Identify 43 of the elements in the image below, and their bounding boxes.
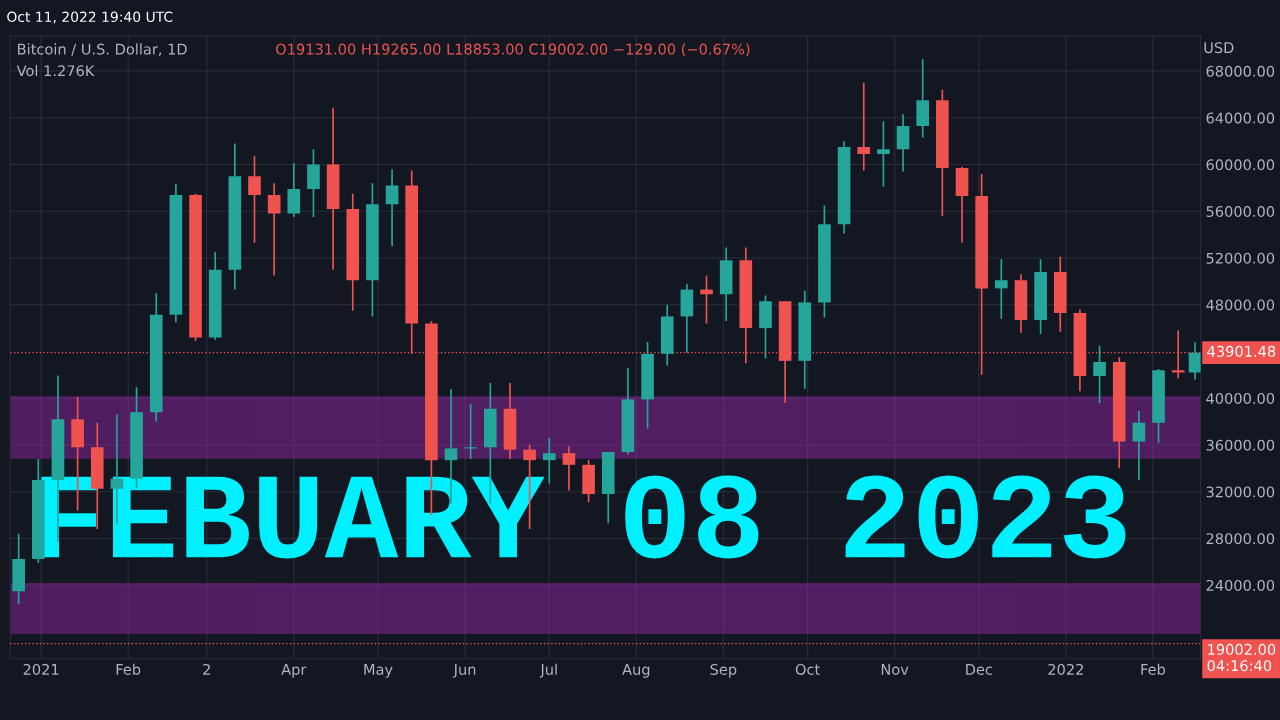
candlestick	[994, 258, 1008, 320]
y-tick-label: 48000.00	[1206, 299, 1275, 311]
y-tick-label: 28000.00	[1206, 533, 1275, 545]
ref-line-label: 19002.00 04:16:40	[1207, 643, 1276, 672]
candlestick	[877, 120, 890, 188]
annotation: O19131.00 H19265.00 L18853.00 C19002.00 −129.00 (−0.67%)	[276, 43, 750, 57]
y-tick-label: 64000.00	[1206, 112, 1275, 124]
x-tick-label: Jun	[452, 664, 476, 678]
chart-title: Bitcoin / U.S. Dollar, 1D	[18, 43, 187, 57]
candlestick	[1093, 344, 1106, 404]
x-tick-label: Aug	[622, 664, 650, 678]
y-tick-label: 52000.00	[1206, 252, 1275, 264]
y-tick-label: 32000.00	[1206, 486, 1275, 498]
y-axis-title: USD	[1204, 42, 1234, 54]
x-tick-label: Feb	[1141, 663, 1166, 675]
y-tick-label: 24000.00	[1206, 579, 1275, 591]
text: Oct 11, 2022 19:40 UTC	[7, 11, 173, 24]
candlestick	[1132, 410, 1146, 481]
annotation: Vol 1.276K	[16, 64, 95, 77]
y-tick-label: 56000.00	[1206, 205, 1275, 218]
candlestick	[1188, 341, 1201, 381]
x-tick-label: Sep	[710, 663, 737, 678]
x-tick-label: Nov	[881, 664, 909, 675]
ref-line-label: 43901.48	[1207, 345, 1276, 357]
candlestick	[267, 182, 281, 277]
x-tick-label: Jul	[539, 663, 557, 678]
candlestick	[562, 445, 576, 492]
y-tick-label: 40000.00	[1206, 392, 1275, 404]
x-tick-label: Feb	[116, 663, 141, 675]
x-tick-label: Apr	[281, 664, 307, 678]
candlestick	[248, 155, 261, 244]
candlestick	[385, 168, 399, 248]
x-tick-label: 2	[203, 663, 210, 675]
x-tick-label: Dec	[966, 664, 993, 675]
x-tick-label: 2022	[1048, 663, 1083, 675]
y-tick-label: 36000.00	[1206, 439, 1275, 451]
x-tick-label: May	[364, 664, 393, 678]
candlestick	[857, 81, 871, 172]
candlestick	[896, 113, 910, 173]
x-tick-label: 2021	[23, 663, 59, 675]
y-tick-label: 60000.00	[1206, 159, 1275, 171]
x-tick-label: Oct	[795, 663, 820, 675]
y-tick-label: 68000.00	[1206, 65, 1275, 77]
